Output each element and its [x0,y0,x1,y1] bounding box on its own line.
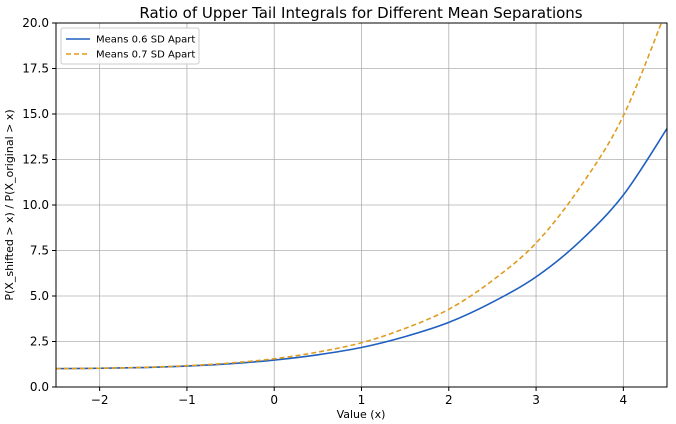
x-tick-label: 4 [620,393,628,407]
series-line-1 [56,128,667,370]
x-tick-label: 1 [358,393,366,407]
legend: Means 0.6 SD Apart Means 0.7 SD Apart [60,27,200,65]
y-tick-label: 0.0 [30,380,49,394]
y-tick-label: 5.0 [30,289,49,303]
tick-layer: −2 −1 0 1 2 3 4 0.0 2.5 5.0 7.5 10.0 12.5 15.0 17.5 20.… [22,16,627,407]
x-tick-label: −2 [91,393,109,407]
x-tick-label: 2 [445,393,453,407]
y-tick-label: 2.5 [30,335,49,349]
legend-label-1: Means 0.6 SD Apart [96,35,195,46]
legend-box [60,27,200,65]
y-tick-label: 15.0 [22,107,49,121]
series-layer [56,23,667,370]
y-tick-label: 12.5 [22,153,49,167]
x-tick-label: 0 [270,393,278,407]
x-tick-label: −1 [178,393,196,407]
x-axis-label: Value (x) [337,408,386,421]
y-tick-label: 10.0 [22,198,49,212]
y-tick-label: 17.5 [22,62,49,76]
y-axis-label: P(X_shifted > x) / P(X_original > x) [3,109,16,300]
y-tick-label: 7.5 [30,244,49,258]
legend-label-2: Means 0.7 SD Apart [96,50,195,61]
series-line-2 [56,23,663,370]
chart-title: Ratio of Upper Tail Integrals for Differ… [139,4,582,22]
grid-lines [56,22,667,388]
y-tick-label: 20.0 [22,16,49,30]
x-tick-label: 3 [532,393,540,407]
